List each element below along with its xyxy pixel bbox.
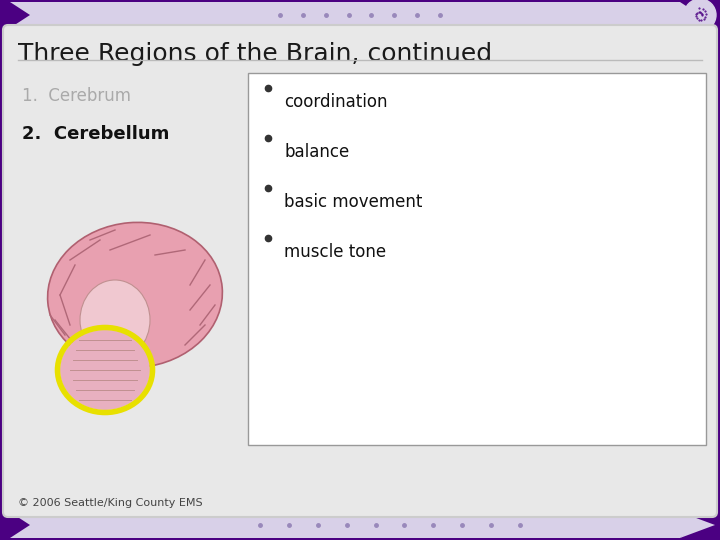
- Ellipse shape: [60, 330, 150, 410]
- Polygon shape: [680, 512, 715, 538]
- Text: 1.  Cerebrum: 1. Cerebrum: [22, 87, 131, 105]
- FancyBboxPatch shape: [248, 73, 706, 445]
- Ellipse shape: [105, 350, 135, 400]
- Text: basic movement: basic movement: [284, 193, 423, 211]
- Ellipse shape: [48, 222, 222, 368]
- Text: balance: balance: [284, 143, 349, 161]
- Text: coordination: coordination: [284, 93, 387, 111]
- Circle shape: [684, 0, 716, 31]
- FancyBboxPatch shape: [3, 25, 717, 517]
- Polygon shape: [10, 512, 700, 538]
- Text: Three Regions of the Brain, continued: Three Regions of the Brain, continued: [18, 42, 492, 66]
- Polygon shape: [10, 2, 700, 28]
- Text: 2.  Cerebellum: 2. Cerebellum: [22, 125, 169, 143]
- Text: muscle tone: muscle tone: [284, 243, 386, 261]
- Text: © 2006 Seattle/King County EMS: © 2006 Seattle/King County EMS: [18, 498, 202, 508]
- Ellipse shape: [80, 280, 150, 360]
